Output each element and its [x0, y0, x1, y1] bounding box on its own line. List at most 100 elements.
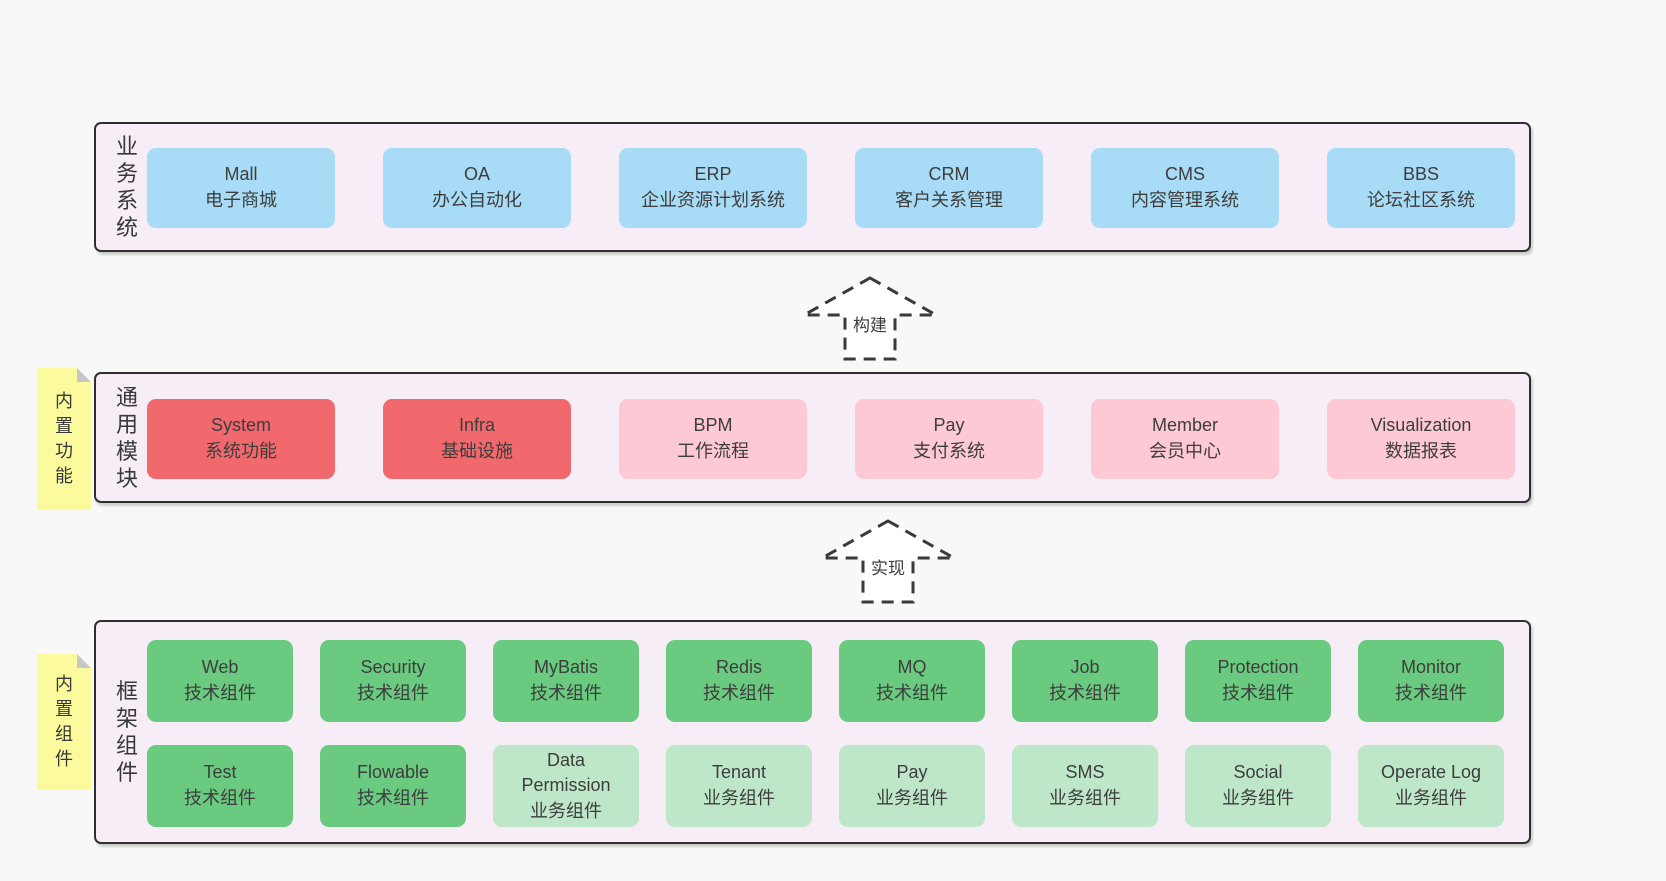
module-subtitle: 工作流程: [677, 441, 749, 461]
module-subtitle: 业务组件: [1049, 788, 1121, 808]
module-box-visualization: Visualization 数据报表: [1327, 399, 1515, 479]
module-title: Job: [1070, 657, 1100, 678]
module-subtitle: 系统功能: [205, 441, 277, 461]
module-box-redis: Redis 技术组件: [666, 640, 812, 722]
module-title: Security: [360, 657, 426, 678]
module-box-protection: Protection 技术组件: [1185, 640, 1331, 722]
framework-components-row-1: Web 技术组件 Security 技术组件 MyBatis 技术组件 Redis 技术组件 M…: [147, 640, 1504, 722]
module-title: Monitor: [1400, 657, 1462, 678]
module-box-mq: MQ 技术组件: [839, 640, 985, 722]
module-box-operate-log: Operate Log 业务组件: [1358, 745, 1504, 827]
module-subtitle: 业务组件: [876, 788, 948, 808]
module-box-monitor: Monitor 技术组件: [1358, 640, 1504, 722]
sticky-tag-built-in-features: 内置功能: [37, 368, 91, 510]
module-title: CRM: [928, 164, 970, 185]
module-box-crm: CRM 客户关系管理: [855, 148, 1043, 228]
common-modules-row: System 系统功能 Infra 基础设施 BPM 工作流程 Pay 支付系统 Member 会…: [147, 399, 1515, 479]
module-title: SMS: [1065, 762, 1105, 783]
implement-arrow: 实现: [818, 517, 958, 605]
module-box-flowable: Flowable 技术组件: [320, 745, 466, 827]
module-box-pay: Pay 业务组件: [839, 745, 985, 827]
module-subtitle: 基础设施: [441, 441, 513, 461]
sticky-tag-built-in-components: 内置组件: [37, 654, 91, 790]
module-box-mybatis: MyBatis 技术组件: [493, 640, 639, 722]
module-box-oa: OA 办公自动化: [383, 148, 571, 228]
module-subtitle: 企业资源计划系统: [641, 190, 785, 210]
module-subtitle: 技术组件: [357, 683, 429, 703]
module-subtitle: 内容管理系统: [1131, 190, 1239, 210]
module-subtitle: 支付系统: [913, 441, 985, 461]
module-title: Pay: [933, 415, 965, 436]
module-subtitle: 论坛社区系统: [1367, 190, 1475, 210]
layer-framework-components: 框架组件 Web 技术组件 Security 技术组件 MyBatis 技术组件 Redis…: [94, 620, 1531, 844]
module-box-mall: Mall 电子商城: [147, 148, 335, 228]
module-title: Data Permission: [521, 749, 611, 796]
sticky-tag-label: 内置功能: [55, 391, 73, 486]
module-subtitle: 技术组件: [876, 683, 948, 703]
module-box-bpm: BPM 工作流程: [619, 399, 807, 479]
module-title: Infra: [458, 415, 496, 436]
module-box-job: Job 技术组件: [1012, 640, 1158, 722]
module-title: Test: [203, 762, 237, 783]
business-systems-row: Mall 电子商城 OA 办公自动化 ERP 企业资源计划系统 CRM 客户关系管理 CMS 内容…: [147, 148, 1515, 228]
module-title: Mall: [224, 164, 258, 185]
module-title: Visualization: [1370, 415, 1472, 436]
module-box-test: Test 技术组件: [147, 745, 293, 827]
module-subtitle: 数据报表: [1385, 441, 1457, 461]
module-subtitle: 业务组件: [530, 800, 602, 821]
module-subtitle: 业务组件: [1222, 788, 1294, 808]
module-box-member: Member 会员中心: [1091, 399, 1279, 479]
module-box-sms: SMS 业务组件: [1012, 745, 1158, 827]
module-subtitle: 技术组件: [703, 683, 775, 703]
module-subtitle: 技术组件: [184, 788, 256, 808]
module-box-data-permission: Data Permission 业务组件: [493, 745, 639, 827]
build-arrow: 构建: [800, 274, 940, 362]
layer-common-modules: 通用模块 System 系统功能 Infra 基础设施 BPM 工作流程 Pay 支付系统 Me…: [94, 372, 1531, 503]
module-title: BPM: [693, 415, 733, 436]
implement-arrow-label: 实现: [868, 554, 908, 579]
module-title: CMS: [1165, 164, 1205, 185]
module-box-pay: Pay 支付系统: [855, 399, 1043, 479]
module-box-social: Social 业务组件: [1185, 745, 1331, 827]
module-subtitle: 业务组件: [703, 788, 775, 808]
module-title: System: [210, 415, 271, 436]
module-title: Web: [201, 657, 239, 678]
module-title: Social: [1233, 762, 1283, 783]
module-subtitle: 办公自动化: [432, 190, 522, 210]
module-subtitle: 技术组件: [1222, 683, 1294, 703]
module-title: Operate Log: [1380, 762, 1482, 783]
module-subtitle: 会员中心: [1149, 441, 1221, 461]
module-box-tenant: Tenant 业务组件: [666, 745, 812, 827]
module-subtitle: 技术组件: [530, 683, 602, 703]
module-subtitle: 技术组件: [357, 788, 429, 808]
build-arrow-label: 构建: [850, 311, 890, 336]
layer-label-common-modules: 通用模块: [115, 384, 138, 491]
sticky-tag-label: 内置组件: [55, 674, 73, 769]
module-title: Pay: [896, 762, 928, 783]
module-subtitle: 技术组件: [1395, 683, 1467, 703]
module-title: Flowable: [356, 762, 430, 783]
module-subtitle: 电子商城: [205, 190, 277, 210]
layer-label-framework-components: 框架组件: [115, 678, 138, 786]
module-box-erp: ERP 企业资源计划系统: [619, 148, 807, 228]
module-title: MyBatis: [533, 657, 598, 678]
module-subtitle: 客户关系管理: [895, 190, 1003, 210]
module-title: MQ: [897, 657, 927, 678]
module-box-bbs: BBS 论坛社区系统: [1327, 148, 1515, 228]
module-box-system: System 系统功能: [147, 399, 335, 479]
module-title: ERP: [694, 164, 732, 185]
layer-business-systems: 业务系统 Mall 电子商城 OA 办公自动化 ERP 企业资源计划系统 CRM 客户关系管理…: [94, 122, 1531, 252]
module-subtitle: 技术组件: [184, 683, 256, 703]
module-box-web: Web 技术组件: [147, 640, 293, 722]
module-title: BBS: [1402, 164, 1440, 185]
framework-components-row-2: Test 技术组件 Flowable 技术组件 Data Permission 业务组件 T…: [147, 745, 1504, 827]
module-title: Redis: [715, 657, 763, 678]
module-box-security: Security 技术组件: [320, 640, 466, 722]
module-box-cms: CMS 内容管理系统: [1091, 148, 1279, 228]
module-box-infra: Infra 基础设施: [383, 399, 571, 479]
module-subtitle: 业务组件: [1395, 788, 1467, 808]
module-title: Member: [1151, 415, 1218, 436]
layer-label-business-systems: 业务系统: [115, 133, 138, 241]
module-title: Tenant: [711, 762, 767, 783]
